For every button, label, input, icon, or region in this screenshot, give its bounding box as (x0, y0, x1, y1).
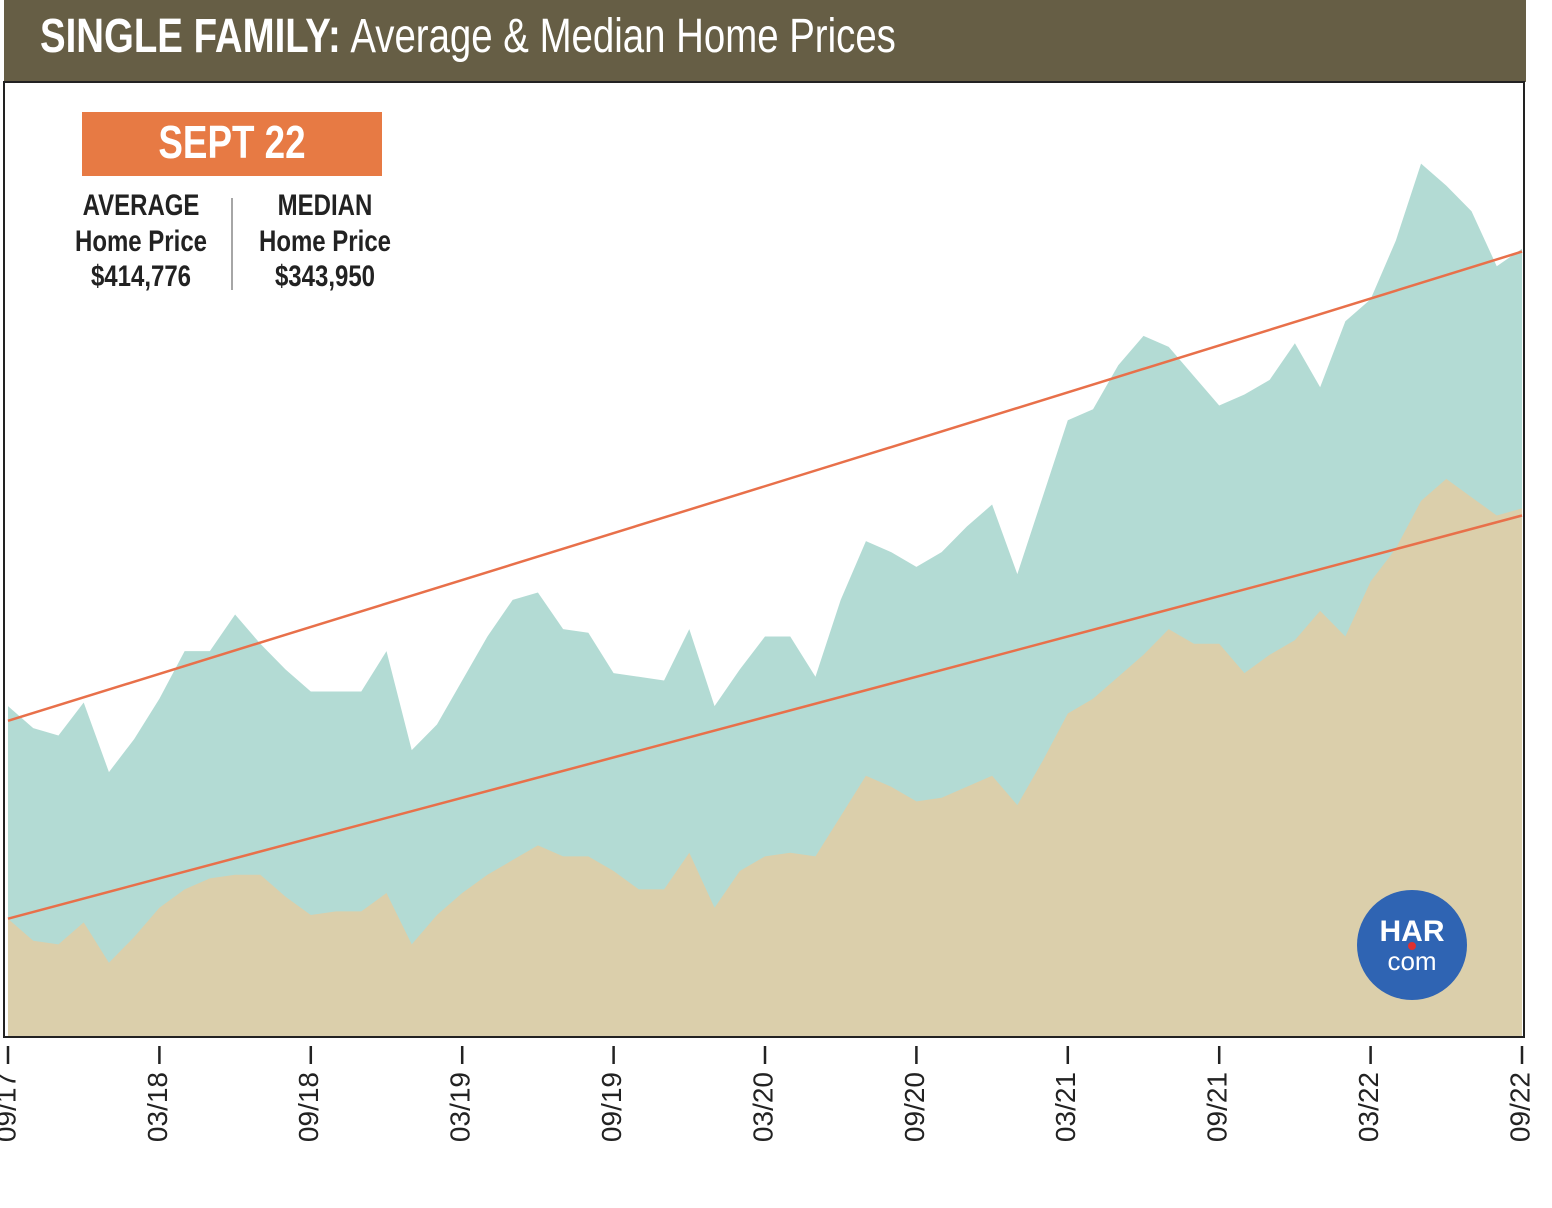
title-group: SINGLE FAMILY: Average & Median Home Pric… (40, 11, 896, 64)
x-tick-label: 09/19 (596, 1072, 627, 1142)
callout-name: AVERAGE (83, 187, 200, 221)
x-tick-label: 03/22 (1353, 1072, 1384, 1142)
area-series (8, 478, 1522, 1036)
logo-dot (1408, 942, 1416, 950)
chart-title: SINGLE FAMILY: Average & Median Home Pric… (40, 11, 896, 64)
x-axis: 09/17 03/18 09/18 03/19 09/19 03/20 09/20 03/21… (0, 1046, 1535, 1142)
plot-area (7, 163, 1523, 1037)
title-bold: SINGLE FAMILY: (40, 11, 341, 64)
chart-subtitle: Average & Median Home Prices (350, 11, 896, 64)
header-bar (4, 0, 1526, 82)
callout-badge (82, 112, 382, 176)
callout-value: $343,950 (275, 258, 375, 292)
callout-sub: Home Price (75, 223, 207, 257)
x-tick-label: 03/20 (747, 1072, 778, 1142)
x-tick-label: 09/21 (1202, 1072, 1233, 1142)
callout-sub: Home Price (259, 223, 391, 257)
trend-line (7, 514, 1523, 920)
logo-bottom: com (1387, 946, 1436, 976)
trend-line (7, 250, 1523, 722)
x-tick-label: 09/20 (899, 1072, 930, 1142)
callout-period: SEPT 22 (158, 116, 305, 168)
callout-value: $414,776 (91, 258, 191, 292)
callout-name: MEDIAN (278, 187, 373, 221)
x-tick-label: 03/19 (445, 1072, 476, 1142)
x-tick-label: 09/18 (293, 1072, 324, 1142)
x-tick-label: 03/21 (1050, 1072, 1081, 1142)
x-tick-label: 03/18 (142, 1072, 173, 1142)
x-tick-label: 09/17 (0, 1072, 21, 1142)
callout-period-group: SEPT 22 (158, 116, 305, 168)
x-tick-label: 09/22 (1504, 1072, 1535, 1142)
callout-average: AVERAGE Home Price $414,776 (75, 187, 207, 292)
callout-median: MEDIAN Home Price $343,950 (259, 187, 391, 292)
